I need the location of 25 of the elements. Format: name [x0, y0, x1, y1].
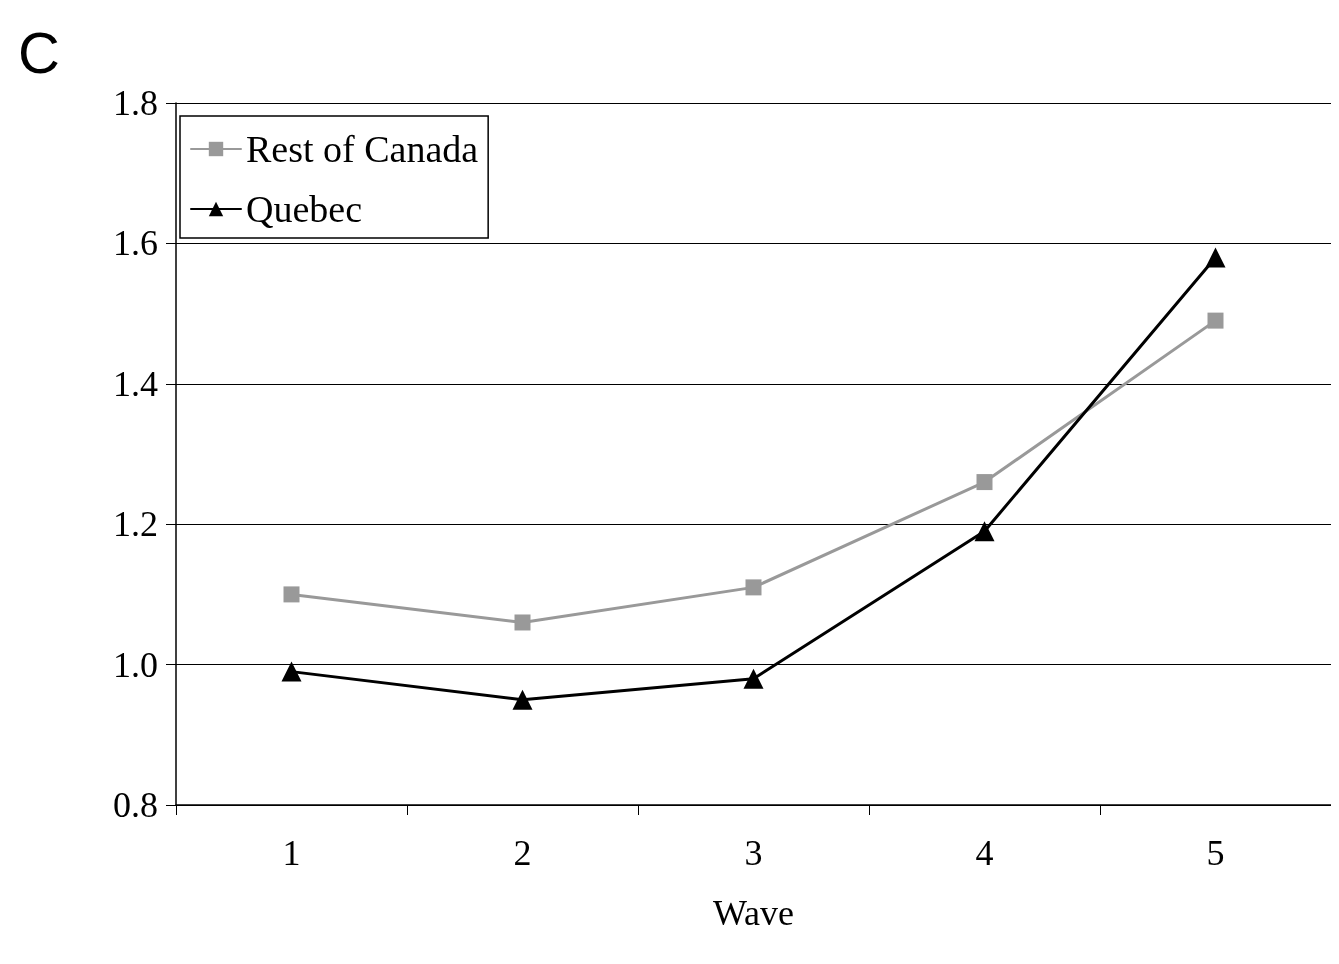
point: [1207, 312, 1224, 329]
x-tick-label: 5: [1206, 833, 1225, 873]
y-tick-label: 1.2: [113, 504, 158, 545]
legend-label: Quebec: [246, 188, 363, 230]
point: [745, 579, 762, 596]
text: C: [18, 19, 60, 85]
point: [974, 521, 995, 542]
y-tick-label: 1.0: [113, 644, 158, 685]
x-tick-label: 1: [282, 833, 301, 873]
x-axis-title: Wave: [712, 893, 795, 933]
point: [514, 614, 531, 631]
y-tick-label: 1.6: [113, 223, 158, 264]
x-tick-label: 3: [744, 833, 763, 873]
x-tick-label: 4: [975, 833, 994, 873]
point: [743, 668, 764, 689]
x-tick-label: 2: [513, 833, 532, 873]
point: [512, 689, 533, 710]
point: [281, 661, 302, 682]
y-tick-label: 0.8: [113, 785, 158, 825]
point: [976, 474, 993, 491]
point: [1205, 247, 1226, 268]
legend-label: Rest of Canada: [246, 128, 479, 170]
point: [283, 586, 300, 603]
y-tick-label: 1.8: [113, 83, 158, 123]
y-tick-label: 1.4: [113, 363, 158, 404]
